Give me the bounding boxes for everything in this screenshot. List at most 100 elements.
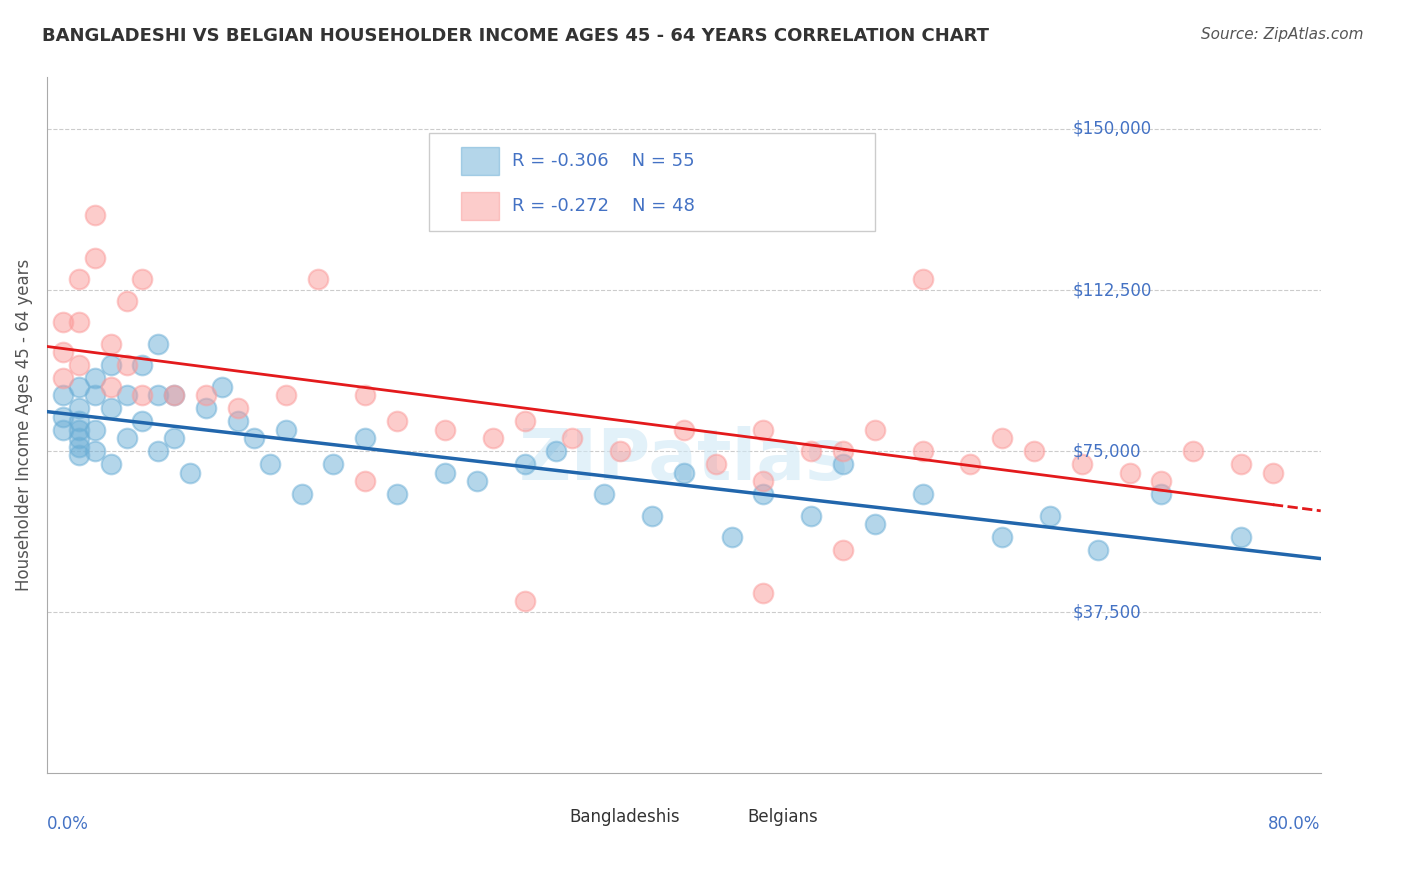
Text: 80.0%: 80.0%	[1268, 815, 1320, 833]
Point	[259, 457, 281, 471]
Text: $75,000: $75,000	[1073, 442, 1140, 460]
Point	[465, 474, 488, 488]
Point	[148, 336, 170, 351]
Point	[131, 358, 153, 372]
Point	[83, 444, 105, 458]
Point	[52, 409, 75, 424]
Point	[513, 414, 536, 428]
Point	[67, 315, 90, 329]
Point	[67, 414, 90, 428]
Point	[211, 379, 233, 393]
Point	[274, 388, 297, 402]
Point	[752, 586, 775, 600]
Point	[67, 401, 90, 416]
Point	[83, 251, 105, 265]
Point	[800, 444, 823, 458]
Point	[720, 530, 742, 544]
Point	[832, 457, 855, 471]
Point	[67, 423, 90, 437]
Point	[163, 388, 186, 402]
Point	[148, 388, 170, 402]
Text: $37,500: $37,500	[1073, 603, 1140, 621]
Point	[274, 423, 297, 437]
Point	[481, 431, 503, 445]
Point	[67, 440, 90, 454]
Point	[546, 444, 568, 458]
Point	[609, 444, 631, 458]
Point	[226, 401, 249, 416]
Point	[83, 423, 105, 437]
Point	[163, 388, 186, 402]
Point	[100, 401, 122, 416]
Point	[52, 423, 75, 437]
Point	[179, 466, 201, 480]
Point	[1039, 508, 1062, 523]
Point	[67, 272, 90, 286]
Point	[100, 457, 122, 471]
Point	[752, 474, 775, 488]
Point	[1150, 487, 1173, 501]
Point	[115, 388, 138, 402]
Point	[911, 272, 934, 286]
Point	[354, 388, 377, 402]
Point	[1118, 466, 1140, 480]
Point	[115, 431, 138, 445]
Point	[593, 487, 616, 501]
Point	[1230, 457, 1253, 471]
Bar	[531, 805, 562, 829]
Point	[385, 414, 408, 428]
Point	[52, 388, 75, 402]
Point	[131, 414, 153, 428]
Point	[307, 272, 329, 286]
Bar	[461, 147, 499, 175]
Point	[322, 457, 344, 471]
Point	[561, 431, 583, 445]
Point	[131, 388, 153, 402]
Point	[911, 444, 934, 458]
Point	[67, 358, 90, 372]
Point	[115, 293, 138, 308]
Point	[800, 508, 823, 523]
Point	[83, 371, 105, 385]
Point	[354, 474, 377, 488]
Text: BANGLADESHI VS BELGIAN HOUSEHOLDER INCOME AGES 45 - 64 YEARS CORRELATION CHART: BANGLADESHI VS BELGIAN HOUSEHOLDER INCOM…	[42, 27, 990, 45]
Point	[83, 388, 105, 402]
Point	[704, 457, 727, 471]
Point	[115, 358, 138, 372]
Point	[67, 449, 90, 463]
Point	[513, 594, 536, 608]
Text: Source: ZipAtlas.com: Source: ZipAtlas.com	[1201, 27, 1364, 42]
Point	[67, 431, 90, 445]
FancyBboxPatch shape	[429, 133, 875, 230]
Point	[291, 487, 314, 501]
Point	[243, 431, 266, 445]
Point	[1261, 466, 1284, 480]
Point	[385, 487, 408, 501]
Point	[991, 530, 1014, 544]
Point	[67, 379, 90, 393]
Point	[100, 379, 122, 393]
Point	[911, 487, 934, 501]
Text: Bangladeshis: Bangladeshis	[569, 808, 679, 826]
Text: 0.0%: 0.0%	[46, 815, 89, 833]
Point	[1022, 444, 1045, 458]
Point	[832, 542, 855, 557]
Point	[863, 517, 886, 532]
Point	[195, 388, 218, 402]
Point	[226, 414, 249, 428]
Point	[863, 423, 886, 437]
Point	[672, 423, 695, 437]
Point	[1070, 457, 1092, 471]
Point	[672, 466, 695, 480]
Point	[52, 371, 75, 385]
Point	[991, 431, 1014, 445]
Point	[433, 423, 456, 437]
Text: R = -0.272    N = 48: R = -0.272 N = 48	[512, 197, 695, 215]
Text: $112,500: $112,500	[1073, 281, 1152, 299]
Point	[1230, 530, 1253, 544]
Point	[195, 401, 218, 416]
Bar	[461, 193, 499, 220]
Point	[433, 466, 456, 480]
Point	[354, 431, 377, 445]
Bar	[709, 805, 741, 829]
